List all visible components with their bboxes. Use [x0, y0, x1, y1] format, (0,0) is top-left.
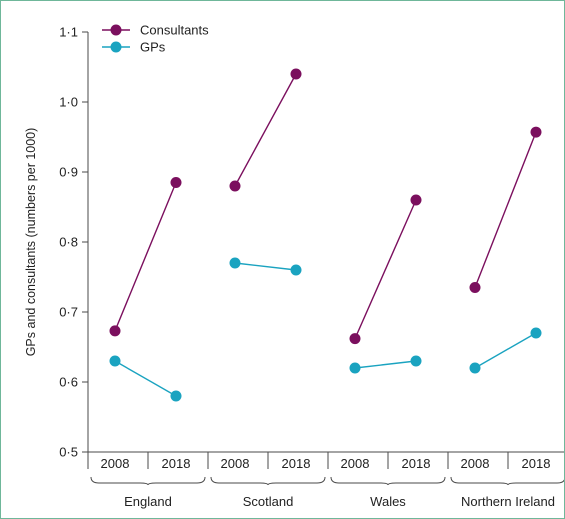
- y-tick-label: 0·6: [59, 375, 78, 390]
- group-brace: [210, 476, 326, 486]
- y-tick-label: 0·8: [59, 235, 78, 250]
- x-tick-label: 2008: [461, 456, 490, 471]
- group-label: Wales: [370, 494, 406, 509]
- y-tick-label: 0·7: [59, 305, 78, 320]
- consultants-line: [114, 182, 177, 332]
- gps-point: [530, 327, 542, 339]
- consultants-line: [474, 131, 537, 288]
- legend-marker: [110, 24, 122, 36]
- y-tick-label: 0·5: [59, 445, 78, 460]
- x-tick-label: 2018: [402, 456, 431, 471]
- gps-point: [410, 355, 422, 367]
- gps-point: [109, 355, 121, 367]
- group-label: England: [124, 494, 172, 509]
- consultants-point: [170, 177, 182, 188]
- group-brace: [330, 476, 446, 486]
- consultants-point: [349, 333, 361, 345]
- group-label: Scotland: [243, 494, 294, 509]
- consultants-point: [410, 194, 422, 206]
- y-axis-title: GPs and consultants (numbers per 1000): [24, 128, 38, 357]
- legend-label: Consultants: [140, 23, 209, 38]
- legend-marker: [110, 41, 122, 53]
- consultants-point: [469, 282, 481, 293]
- consultants-line: [234, 73, 297, 187]
- gps-point: [290, 264, 302, 276]
- x-tick-label: 2018: [282, 456, 311, 471]
- y-tick-label: 1·1: [59, 25, 78, 40]
- y-tick-label: 1·0: [59, 95, 78, 110]
- consultants-point: [530, 126, 542, 138]
- consultants-point: [290, 68, 302, 80]
- consultants-line: [354, 199, 417, 339]
- consultants-point: [109, 325, 121, 337]
- y-tick-label: 0·9: [59, 165, 78, 180]
- consultants-point: [229, 180, 241, 192]
- group-brace: [90, 476, 206, 486]
- x-tick-label: 2008: [341, 456, 370, 471]
- gps-point: [469, 362, 481, 374]
- gps-line: [354, 360, 417, 369]
- gps-line: [234, 262, 297, 271]
- gps-line: [114, 360, 177, 397]
- x-tick-label: 2008: [101, 456, 130, 471]
- x-tick-label: 2018: [162, 456, 191, 471]
- gps-point: [170, 390, 182, 402]
- gps-line: [474, 332, 537, 369]
- gps-point: [349, 362, 361, 374]
- group-brace: [450, 476, 564, 486]
- x-tick-label: 2018: [522, 456, 551, 471]
- group-label: Northern Ireland: [461, 494, 555, 509]
- x-tick-label: 2008: [221, 456, 250, 471]
- legend-label: GPs: [140, 40, 166, 55]
- gps-point: [229, 257, 241, 269]
